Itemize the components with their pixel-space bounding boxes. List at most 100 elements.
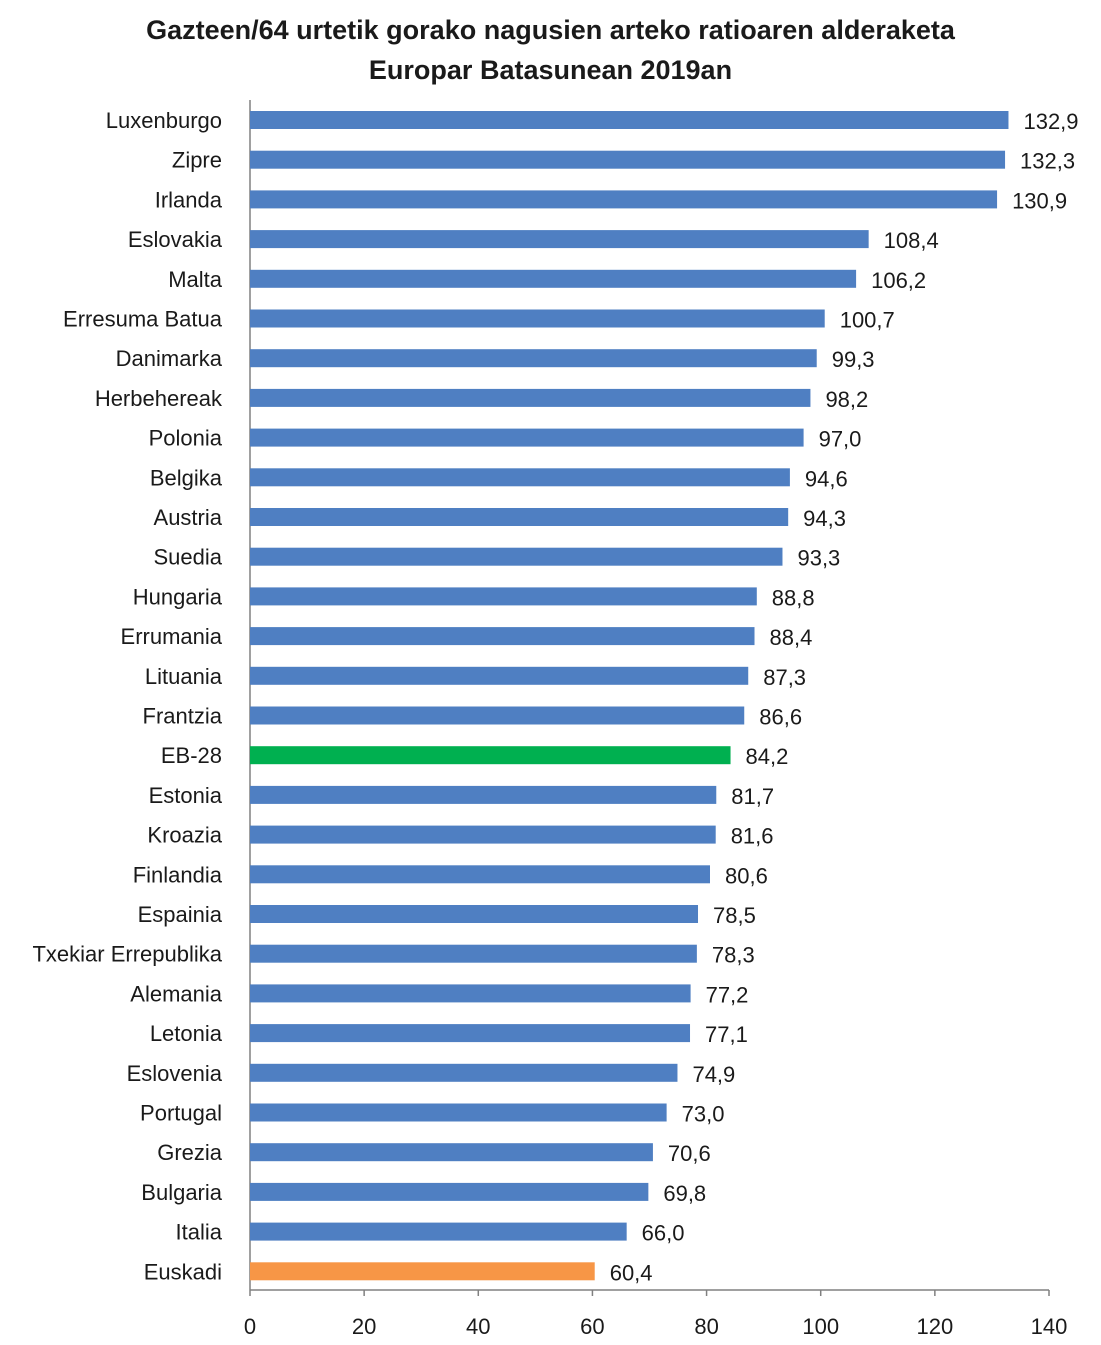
bar: [250, 547, 783, 566]
value-label: 132,9: [1023, 109, 1078, 134]
bar: [250, 905, 699, 923]
value-label: 100,7: [840, 308, 895, 333]
bar: [250, 230, 869, 249]
value-label: 88,8: [772, 585, 815, 610]
category-label: Erresuma Batua: [63, 307, 223, 332]
x-tick-label: 20: [352, 1314, 376, 1339]
bar: [250, 150, 1006, 169]
category-label: Belgika: [150, 465, 223, 490]
bar: [250, 1222, 627, 1241]
value-label: 73,0: [682, 1102, 725, 1127]
category-label: Eslovenia: [127, 1061, 223, 1086]
value-label: 69,8: [663, 1181, 706, 1206]
bar: [250, 1024, 691, 1043]
category-label: Finlandia: [133, 862, 223, 887]
category-label: Malta: [168, 267, 223, 292]
category-label: Estonia: [149, 783, 223, 808]
bar: [250, 666, 749, 685]
value-label: 77,2: [706, 982, 749, 1007]
category-label: Grezia: [157, 1140, 223, 1165]
bar: [250, 190, 998, 209]
category-label: Lituania: [145, 664, 223, 689]
category-label: Zipre: [172, 148, 222, 173]
chart-title-block: Gazteen/64 urtetik gorako nagusien artek…: [0, 10, 1101, 90]
bar: [250, 468, 790, 487]
category-label: Bulgaria: [141, 1180, 222, 1205]
x-tick-label: 140: [1031, 1314, 1068, 1339]
value-label: 78,5: [713, 903, 756, 928]
category-label: Suedia: [153, 545, 222, 570]
x-tick-label: 100: [802, 1314, 839, 1339]
x-tick-label: 0: [244, 1314, 256, 1339]
category-label: Herbehereak: [95, 386, 223, 411]
bar: [250, 111, 1009, 129]
category-label: Frantzia: [143, 704, 223, 729]
value-label: 88,4: [770, 625, 813, 650]
category-label: Euskadi: [144, 1259, 222, 1284]
bar: [250, 1103, 667, 1122]
bar: [250, 349, 817, 368]
bar: [250, 1143, 653, 1162]
bar: [250, 865, 710, 884]
value-label: 86,6: [759, 705, 802, 730]
value-label: 87,3: [763, 665, 806, 690]
value-label: 132,3: [1020, 149, 1075, 174]
category-label: Txekiar Errepublika: [32, 942, 222, 967]
value-label: 78,3: [712, 943, 755, 968]
bar: [250, 1182, 649, 1201]
category-label: Letonia: [150, 1021, 223, 1046]
value-label: 84,2: [746, 744, 789, 769]
bar: [250, 1063, 678, 1082]
category-label: Polonia: [149, 426, 223, 451]
bar: [250, 388, 811, 407]
value-label: 81,6: [731, 824, 774, 849]
category-label: Alemania: [130, 981, 222, 1006]
category-label: Kroazia: [147, 823, 222, 848]
category-label: Espainia: [138, 902, 223, 927]
value-label: 60,4: [610, 1260, 653, 1285]
bar: [250, 508, 789, 526]
category-label: EB-28: [161, 743, 222, 768]
category-label: Irlanda: [155, 187, 223, 212]
value-label: 70,6: [668, 1141, 711, 1166]
value-label: 94,3: [803, 506, 846, 531]
value-label: 99,3: [832, 347, 875, 372]
category-label: Danimarka: [116, 346, 223, 371]
bar: [250, 746, 731, 765]
value-label: 74,9: [692, 1062, 735, 1087]
bar: [250, 706, 745, 725]
bar: [250, 1262, 595, 1281]
bar: [250, 627, 755, 646]
value-label: 130,9: [1012, 188, 1067, 213]
value-label: 66,0: [642, 1221, 685, 1246]
bar: [250, 825, 716, 844]
chart-title: Gazteen/64 urtetik gorako nagusien artek…: [146, 15, 955, 45]
category-label: Portugal: [140, 1101, 222, 1126]
bar: [250, 587, 757, 606]
value-label: 94,6: [805, 466, 848, 491]
x-tick-label: 60: [580, 1314, 604, 1339]
category-label: Austria: [154, 505, 223, 530]
category-label: Luxenburgo: [106, 108, 222, 133]
value-label: 106,2: [871, 268, 926, 293]
bar: [250, 785, 717, 804]
bar: [250, 984, 691, 1003]
bar: [250, 269, 857, 288]
value-label: 80,6: [725, 863, 768, 888]
value-label: 97,0: [819, 427, 862, 452]
category-label: Italia: [176, 1220, 223, 1245]
bar: [250, 309, 825, 328]
x-tick-label: 80: [694, 1314, 718, 1339]
x-tick-label: 40: [466, 1314, 490, 1339]
category-label: Errumania: [121, 624, 223, 649]
chart-subtitle: Europar Batasunean 2019an: [368, 55, 733, 85]
value-label: 81,7: [731, 784, 774, 809]
value-label: 108,4: [884, 228, 939, 253]
bar: [250, 428, 804, 447]
category-label: Eslovakia: [128, 227, 223, 252]
value-label: 98,2: [825, 387, 868, 412]
value-label: 77,1: [705, 1022, 748, 1047]
x-tick-label: 120: [916, 1314, 953, 1339]
